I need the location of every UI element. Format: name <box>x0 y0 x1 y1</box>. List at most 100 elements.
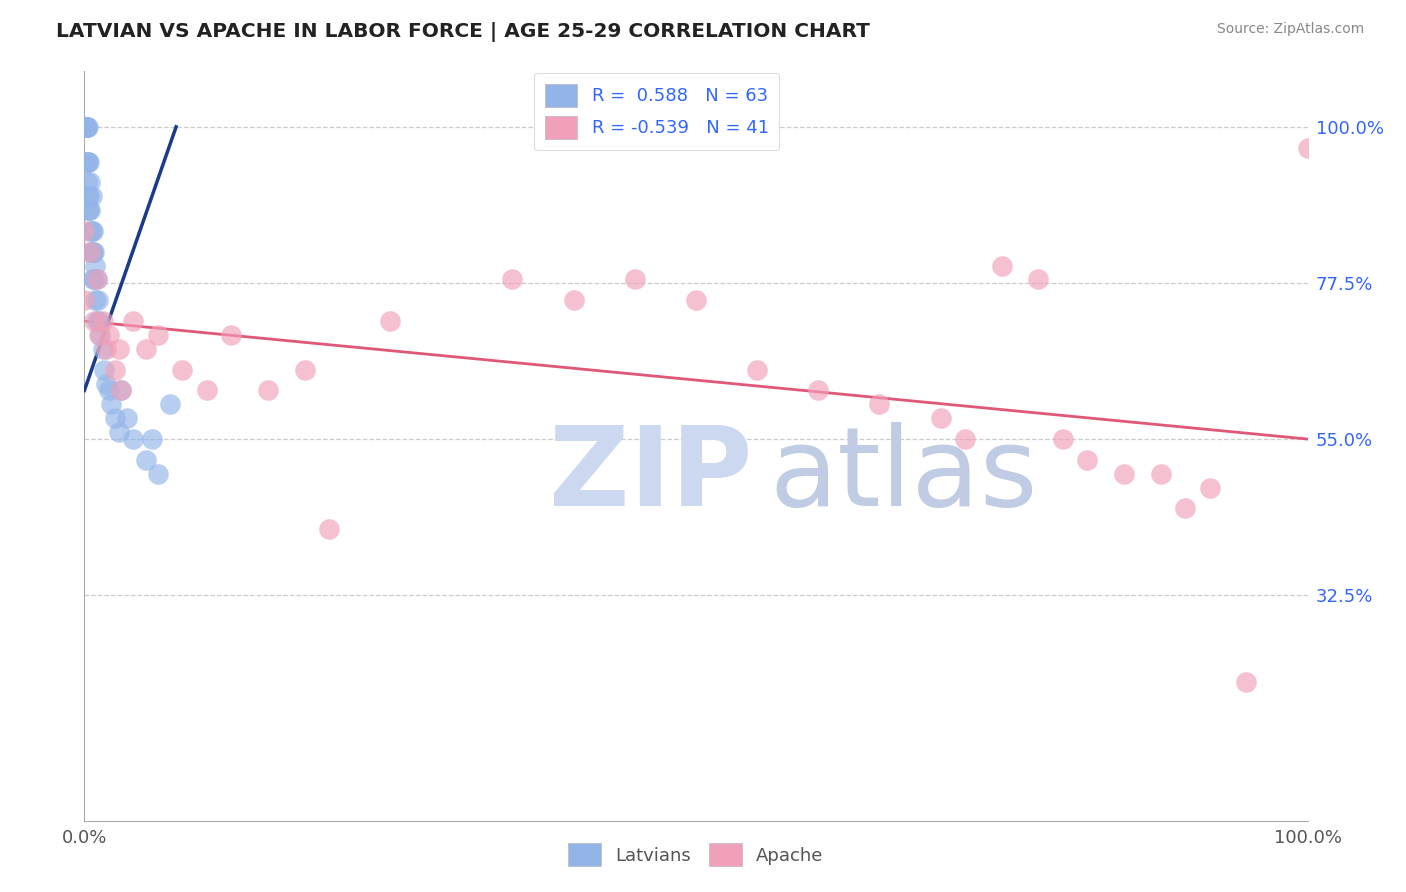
Point <box>96 342 118 356</box>
Point <box>75 120 97 134</box>
Point <box>122 314 145 328</box>
Point <box>502 272 524 286</box>
Point <box>83 314 105 328</box>
Point <box>135 453 157 467</box>
Point <box>79 244 101 259</box>
Point <box>107 342 129 356</box>
Point <box>79 203 101 218</box>
Text: ZIP: ZIP <box>550 423 752 530</box>
Point <box>107 425 129 439</box>
Point <box>79 175 101 189</box>
Point <box>159 397 181 411</box>
Text: LATVIAN VS APACHE IN LABOR FORCE | AGE 25-29 CORRELATION CHART: LATVIAN VS APACHE IN LABOR FORCE | AGE 2… <box>56 22 870 42</box>
Text: Source: ZipAtlas.com: Source: ZipAtlas.com <box>1216 22 1364 37</box>
Point <box>97 384 120 398</box>
Point <box>146 328 169 343</box>
Point <box>73 120 96 134</box>
Point <box>91 342 114 356</box>
Point <box>77 154 100 169</box>
Point <box>73 224 96 238</box>
Point <box>73 120 96 134</box>
Point <box>953 432 976 446</box>
Point <box>73 120 96 134</box>
Point <box>257 384 280 398</box>
Point <box>110 384 132 398</box>
Point <box>294 362 316 376</box>
Point <box>97 328 120 343</box>
Point <box>84 259 107 273</box>
Point <box>135 342 157 356</box>
Point <box>562 293 585 308</box>
Point <box>82 224 104 238</box>
Point <box>104 362 127 376</box>
Point <box>929 411 952 425</box>
Point <box>110 384 132 398</box>
Point <box>195 384 218 398</box>
Point <box>79 244 101 259</box>
Point <box>73 120 96 134</box>
Point <box>80 224 103 238</box>
Point <box>93 362 115 376</box>
Point <box>1028 272 1050 286</box>
Point <box>75 120 97 134</box>
Point <box>76 120 98 134</box>
Point <box>83 244 105 259</box>
Point <box>1150 467 1173 481</box>
Point <box>73 120 96 134</box>
Point <box>80 244 103 259</box>
Point <box>83 272 105 286</box>
Point <box>73 120 96 134</box>
Point <box>89 328 111 343</box>
Point <box>1198 481 1220 495</box>
Point <box>73 120 96 134</box>
Point <box>685 293 707 308</box>
Legend: Latvians, Apache: Latvians, Apache <box>560 834 832 875</box>
Point <box>1076 453 1098 467</box>
Point <box>100 397 122 411</box>
Point <box>75 120 97 134</box>
Point <box>86 272 108 286</box>
Point <box>73 120 96 134</box>
Point <box>146 467 169 481</box>
Point <box>86 272 108 286</box>
Point <box>82 244 104 259</box>
Point <box>1114 467 1136 481</box>
Point <box>87 328 110 343</box>
Point <box>747 362 769 376</box>
Point <box>73 120 96 134</box>
Point <box>1052 432 1074 446</box>
Point <box>73 120 96 134</box>
Point <box>79 224 101 238</box>
Point <box>869 397 891 411</box>
Point <box>73 120 96 134</box>
Point <box>104 411 127 425</box>
Point <box>1174 501 1197 516</box>
Point <box>141 432 163 446</box>
Point <box>77 120 100 134</box>
Point <box>91 314 114 328</box>
Point <box>82 272 104 286</box>
Point <box>73 293 96 308</box>
Point <box>84 293 107 308</box>
Point <box>86 314 108 328</box>
Point <box>991 259 1014 273</box>
Point <box>75 120 97 134</box>
Point <box>77 203 100 218</box>
Point <box>76 175 98 189</box>
Text: atlas: atlas <box>769 423 1038 530</box>
Point <box>318 522 340 536</box>
Point <box>73 120 96 134</box>
Point <box>75 120 97 134</box>
Point <box>219 328 242 343</box>
Point <box>77 203 100 218</box>
Point <box>77 189 100 203</box>
Point <box>115 411 138 425</box>
Point <box>807 384 830 398</box>
Point <box>122 432 145 446</box>
Point <box>1236 674 1258 689</box>
Point <box>1296 141 1319 155</box>
Point <box>75 154 97 169</box>
Point <box>80 189 103 203</box>
Point <box>73 120 96 134</box>
Point <box>76 154 98 169</box>
